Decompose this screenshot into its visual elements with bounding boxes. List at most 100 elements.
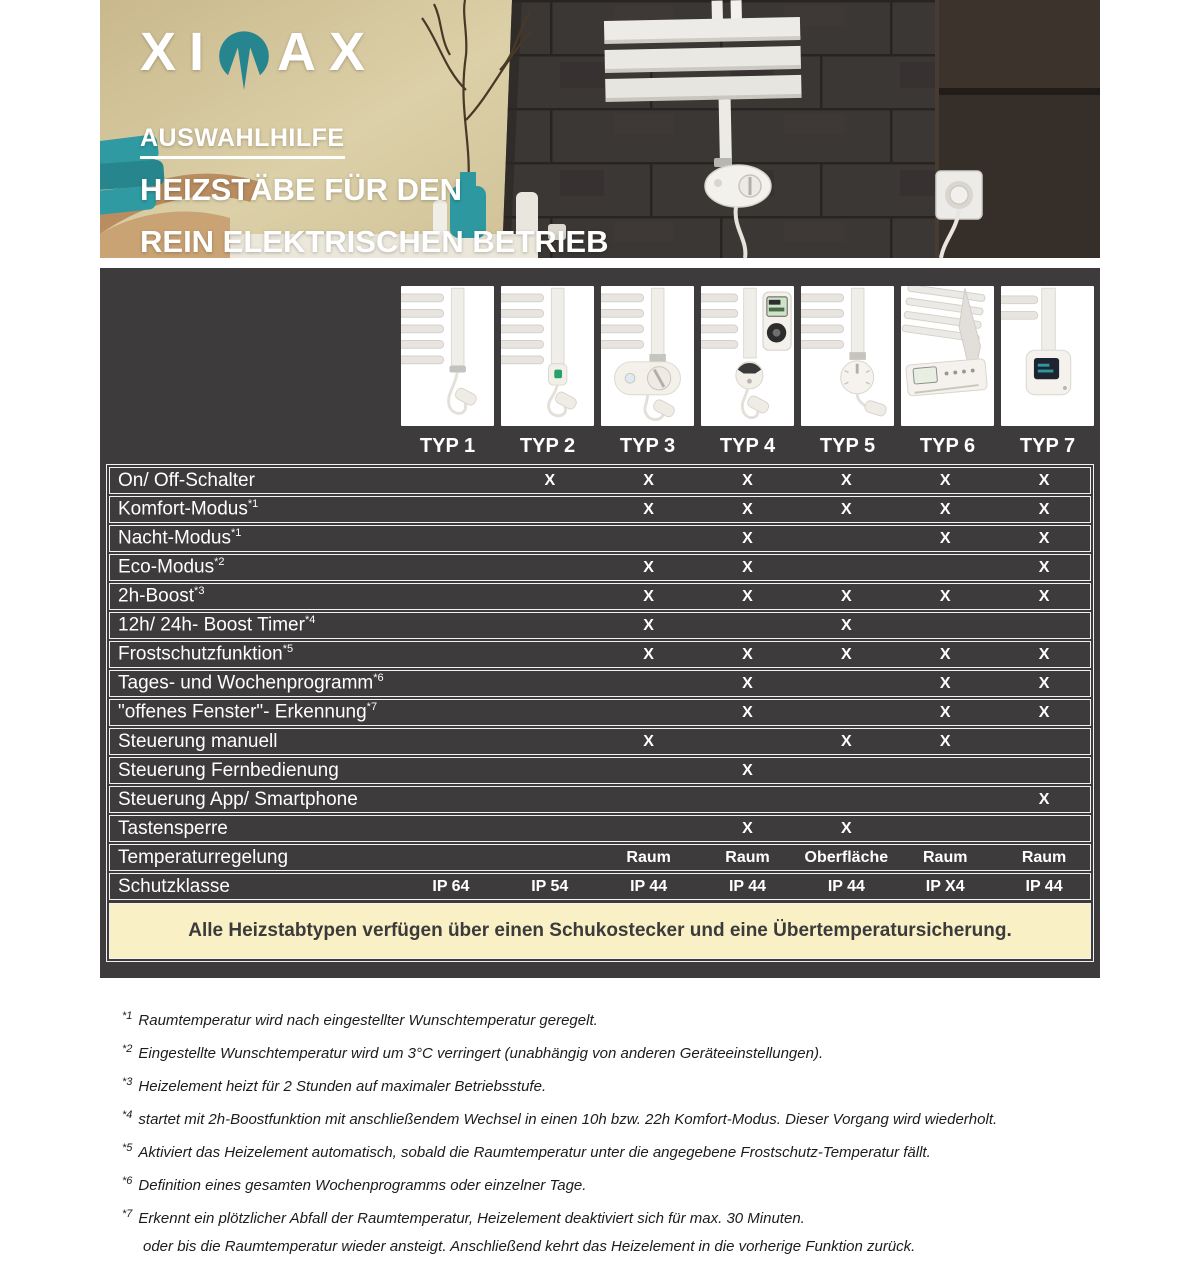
feature-label: On/ Off-Schalter — [118, 469, 255, 491]
hero-title-line2: REIN ELEKTRISCHEN BETRIEB — [140, 224, 609, 258]
feature-cell: X — [742, 703, 753, 721]
feature-label: "offenes Fenster"- Erkennung*7 — [118, 701, 378, 723]
product-photo-typ2 — [501, 286, 594, 426]
typ-column-header: TYP 5 — [819, 435, 876, 457]
feature-label: Komfort-Modus*1 — [118, 498, 259, 520]
feature-row: Steuerung manuell X X X — [109, 728, 1091, 755]
feature-cell: X — [841, 645, 852, 663]
feature-label: 2h-Boost*3 — [118, 585, 205, 607]
typ-header-row: TYP 1 TYP 2 TYP 3 TYP 4 TYP 5 TYP 6 TYP 7 — [106, 430, 1094, 462]
feature-cell: X — [841, 500, 852, 518]
feature-cell: IP 44 — [630, 877, 668, 895]
feature-cell: X — [939, 529, 951, 547]
ximax-m-icon — [219, 31, 269, 91]
feature-cell: X — [939, 732, 951, 750]
feature-cell: IP 44 — [728, 877, 767, 895]
feature-cell: X — [841, 616, 852, 634]
typ-column-header: TYP 3 — [619, 435, 676, 457]
footnote: *4 startet mit 2h-Boostfunktion mit ansch… — [122, 1109, 998, 1128]
footnote-marker: *3 — [122, 1076, 133, 1088]
feature-cell: X — [544, 471, 556, 489]
feature-cell: X — [1038, 529, 1050, 547]
feature-row: Nacht-Modus*1 X X X — [109, 525, 1091, 552]
feature-cell: X — [939, 500, 951, 518]
feature-cell: IP 54 — [531, 877, 569, 895]
feature-cell: X — [742, 471, 753, 489]
feature-cell: X — [939, 645, 951, 663]
feature-row: Schutzklasse IP 64 IP 54 IP 44 IP 44 IP 44 IP … — [109, 873, 1091, 900]
feature-cell: X — [742, 529, 753, 547]
feature-cell: X — [841, 732, 852, 750]
feature-row: Temperaturregelung Raum Raum Oberfläche Raum… — [109, 844, 1091, 871]
typ-column-header: TYP 7 — [1019, 435, 1076, 457]
footnote-marker: *2 — [122, 1043, 133, 1055]
product-photo-typ4 — [701, 286, 794, 426]
hero-title-line1: HEIZSTÄBE FÜR DEN — [140, 172, 463, 207]
feature-cell: Raum — [1021, 848, 1067, 866]
feature-cell: X — [1038, 471, 1050, 489]
feature-cell: IP 64 — [432, 877, 470, 895]
typ-column-header: TYP 2 — [519, 435, 576, 457]
product-photo-typ5 — [801, 286, 894, 426]
feature-cell: X — [1038, 790, 1050, 808]
feature-row: On/ Off-Schalter X X X X X X — [109, 467, 1091, 494]
feature-cell: X — [742, 500, 753, 518]
footnote: *3 Heizelement heizt für 2 Stunden auf ma… — [122, 1076, 547, 1095]
feature-cell: X — [1038, 645, 1050, 663]
hero-heating-element — [704, 158, 772, 258]
feature-cell: X — [742, 761, 753, 779]
product-photo-typ3 — [601, 286, 694, 426]
typ-column-header: TYP 4 — [719, 435, 776, 457]
feature-label: Schutzklasse — [118, 875, 230, 897]
feature-cell: X — [742, 558, 753, 576]
feature-cell: Raum — [725, 848, 770, 866]
product-photo-typ1 — [401, 286, 494, 426]
feature-cell: X — [841, 471, 852, 489]
feature-row: 2h-Boost*3 X X X X X — [109, 583, 1091, 610]
feature-cell: X — [643, 500, 654, 518]
feature-cell: X — [643, 558, 654, 576]
footnotes: *1 Raumtemperatur wird nach eingestellter… — [122, 1002, 1100, 1261]
feature-row: 12h/ 24h- Boost Timer*4 X X — [109, 612, 1091, 639]
feature-cell: X — [643, 616, 654, 634]
feature-row: "offenes Fenster"- Erkennung*7 X X X — [109, 699, 1091, 726]
feature-label: Eco-Modus*2 — [118, 556, 225, 578]
feature-rows: On/ Off-Schalter X X X X X X Komfort-Modus*1 X X X… — [109, 467, 1091, 900]
feature-label: Steuerung App/ Smartphone — [118, 788, 358, 810]
feature-label: 12h/ 24h- Boost Timer*4 — [118, 614, 316, 636]
hero-tagline: AUSWAHLHILFE — [140, 124, 345, 159]
feature-cell: X — [643, 645, 654, 663]
feature-cell: X — [742, 819, 753, 837]
feature-cell: X — [939, 674, 951, 692]
feature-row: Steuerung Fernbedienung X — [109, 757, 1091, 784]
logo-text-post: AX — [277, 22, 379, 82]
feature-cell: X — [742, 645, 753, 663]
footnote-marker: *1 — [122, 1010, 133, 1022]
footer-banner: Alle Heizstabtypen verfügen über einen S… — [109, 903, 1091, 959]
feature-cell: Raum — [922, 848, 968, 866]
footnote-marker: *7 — [122, 1208, 133, 1220]
feature-cell: X — [841, 819, 852, 837]
product-photo-typ7 — [1001, 286, 1094, 426]
typ-column-header: TYP 1 — [419, 435, 476, 457]
feature-cell: X — [1038, 558, 1050, 576]
feature-label: Tastensperre — [118, 817, 228, 839]
feature-cell: X — [643, 471, 654, 489]
feature-cell: X — [1038, 674, 1050, 692]
feature-cell: IP X4 — [925, 877, 965, 895]
product-photos-row — [106, 286, 1094, 426]
footnote: *6 Definition eines gesamten Wochenprogra… — [122, 1175, 587, 1194]
feature-cell: X — [1038, 703, 1050, 721]
feature-label: Temperaturregelung — [118, 846, 289, 868]
feature-row: Tages- und Wochenprogramm*6 X X X — [109, 670, 1091, 697]
footnote-marker: *5 — [122, 1142, 133, 1154]
feature-label: Frostschutzfunktion*5 — [118, 643, 294, 665]
footnote-continuation: oder bis die Raumtemperatur wieder anste… — [143, 1238, 916, 1255]
footnote-marker: *6 — [122, 1175, 133, 1187]
feature-cell: X — [742, 587, 753, 605]
feature-cell: X — [939, 703, 951, 721]
feature-row: Tastensperre X X — [109, 815, 1091, 842]
feature-row: Frostschutzfunktion*5 X X X X X — [109, 641, 1091, 668]
feature-cell: X — [1038, 500, 1050, 518]
feature-table: On/ Off-Schalter X X X X X X Komfort-Modus*1 X X X… — [106, 464, 1094, 962]
